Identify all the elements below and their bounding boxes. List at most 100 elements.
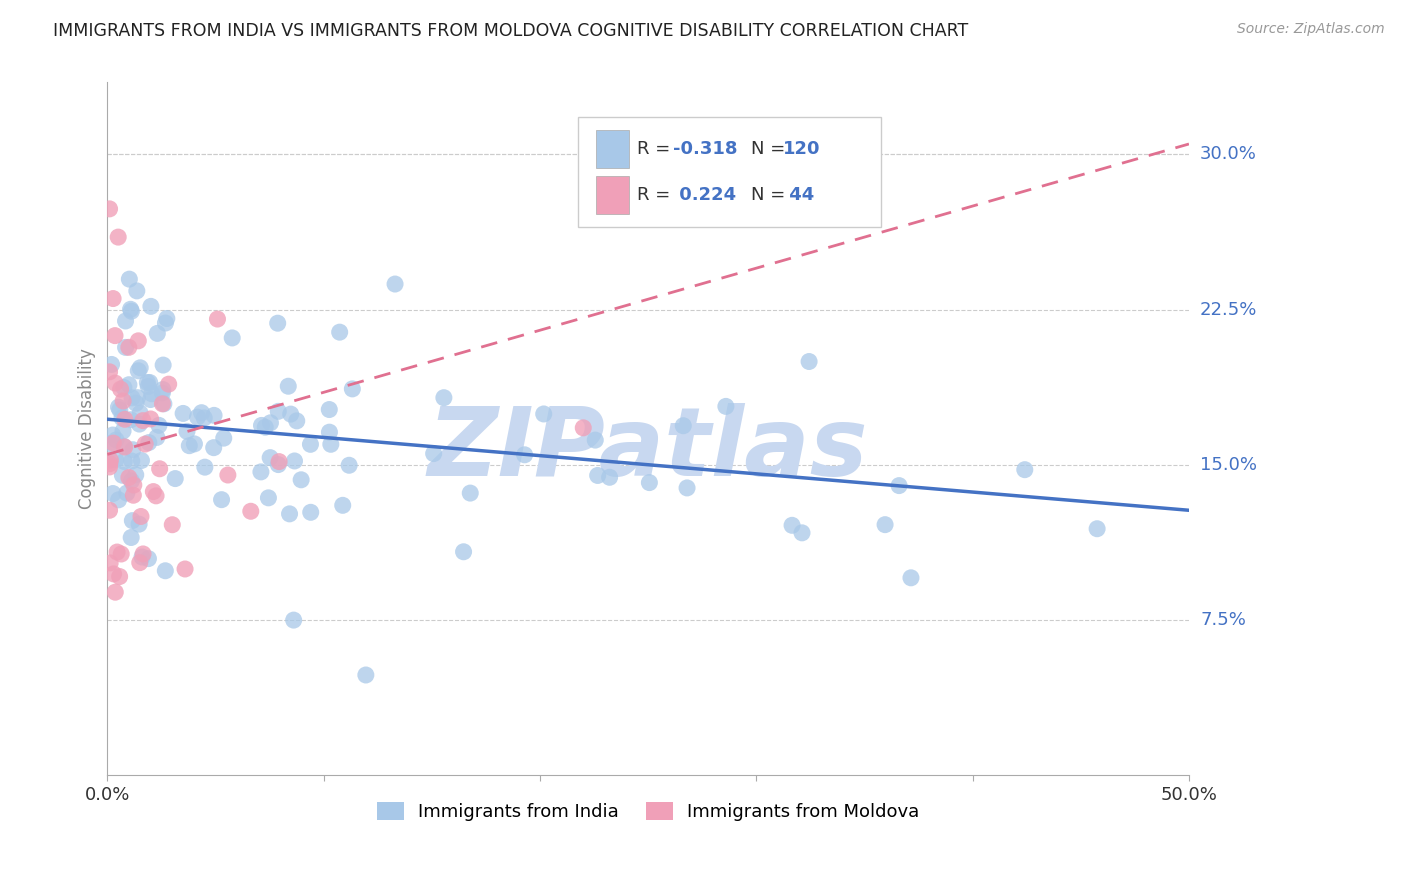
Point: [128, 417, 150, 431]
Point: [100, 453, 122, 467]
Point: [98, 365, 121, 379]
Point: [1085, 522, 1108, 536]
Point: [110, 547, 132, 561]
Point: [103, 436, 125, 450]
Point: [190, 406, 212, 420]
Point: [120, 531, 142, 545]
Point: [120, 302, 142, 317]
Point: [384, 277, 406, 291]
Point: [259, 416, 281, 430]
Point: [458, 486, 481, 500]
Point: [134, 437, 156, 451]
Point: [108, 569, 131, 583]
Point: [299, 505, 322, 519]
FancyBboxPatch shape: [596, 176, 628, 214]
Point: [278, 507, 301, 521]
Point: [115, 486, 138, 500]
Point: [202, 441, 225, 455]
Point: [155, 564, 177, 578]
Point: [101, 292, 124, 306]
Point: [104, 328, 127, 343]
Legend: Immigrants from India, Immigrants from Moldova: Immigrants from India, Immigrants from M…: [370, 795, 927, 829]
Point: [165, 472, 187, 486]
Point: [277, 379, 299, 393]
Point: [125, 467, 148, 482]
Point: [98, 457, 121, 471]
Point: [162, 517, 184, 532]
Point: [280, 407, 302, 421]
Point: [780, 518, 803, 533]
Point: [100, 358, 122, 372]
Point: [111, 468, 134, 483]
Text: Source: ZipAtlas.com: Source: ZipAtlas.com: [1237, 22, 1385, 37]
Point: [290, 473, 312, 487]
Point: [111, 411, 134, 425]
Text: IMMIGRANTS FROM INDIA VS IMMIGRANTS FROM MOLDOVA COGNITIVE DISABILITY CORRELATIO: IMMIGRANTS FROM INDIA VS IMMIGRANTS FROM…: [53, 22, 969, 40]
Y-axis label: Cognitive Disability: Cognitive Disability: [79, 348, 96, 509]
Point: [103, 566, 125, 581]
Point: [121, 442, 143, 457]
Point: [329, 325, 352, 339]
Point: [132, 414, 155, 428]
Point: [900, 571, 922, 585]
Point: [142, 484, 165, 499]
Point: [183, 437, 205, 451]
Point: [257, 491, 280, 505]
Point: [138, 551, 160, 566]
Point: [112, 454, 135, 468]
Point: [121, 391, 143, 405]
Point: [337, 458, 360, 473]
Point: [150, 386, 173, 401]
Point: [887, 478, 910, 492]
Point: [121, 454, 143, 468]
Point: [98, 202, 121, 216]
Point: [267, 404, 290, 418]
Text: 30.0%: 30.0%: [1201, 145, 1257, 163]
Point: [217, 468, 239, 483]
Point: [105, 433, 128, 447]
Point: [299, 437, 322, 451]
Text: N =: N =: [751, 140, 792, 158]
Point: [1014, 463, 1036, 477]
Point: [319, 437, 342, 451]
Point: [422, 446, 444, 460]
Point: [118, 340, 141, 354]
Point: [797, 354, 820, 368]
Point: [101, 428, 124, 442]
Point: [157, 377, 180, 392]
Point: [120, 304, 142, 318]
Point: [112, 424, 135, 438]
Point: [221, 331, 243, 345]
Point: [104, 453, 127, 467]
Point: [250, 465, 273, 479]
Point: [122, 478, 145, 492]
Point: [105, 545, 128, 559]
Point: [179, 439, 201, 453]
Text: 22.5%: 22.5%: [1201, 301, 1257, 318]
Point: [136, 376, 159, 390]
Point: [129, 406, 152, 420]
Point: [127, 334, 149, 348]
Point: [107, 230, 129, 244]
Point: [269, 454, 291, 468]
Point: [513, 448, 536, 462]
Point: [136, 379, 159, 393]
Point: [586, 468, 609, 483]
Point: [120, 413, 142, 427]
Point: [212, 431, 235, 445]
Point: [638, 475, 661, 490]
Text: 0.224: 0.224: [673, 186, 737, 204]
Point: [128, 517, 150, 532]
Point: [267, 316, 290, 330]
Point: [145, 489, 167, 503]
Point: [127, 364, 149, 378]
Point: [156, 311, 179, 326]
Point: [193, 411, 215, 425]
Point: [146, 326, 169, 341]
Point: [98, 436, 121, 450]
FancyBboxPatch shape: [596, 130, 628, 169]
Point: [128, 556, 150, 570]
Point: [153, 397, 176, 411]
Point: [259, 450, 281, 465]
Point: [285, 414, 308, 428]
